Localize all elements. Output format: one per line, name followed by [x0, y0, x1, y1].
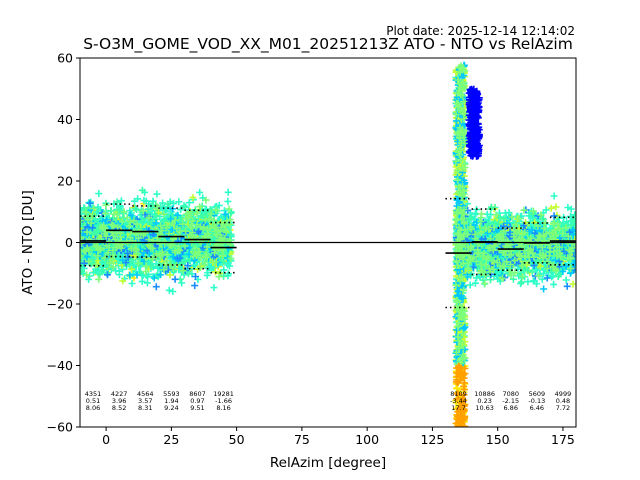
x-tick-label-2: 50 [229, 432, 245, 447]
y-tick-label-5: 40 [57, 112, 73, 127]
x-tick-label-4: 100 [355, 432, 379, 447]
y-tick-label-6: 60 [57, 51, 73, 66]
bin-std-label-6: 17.7 [451, 404, 465, 412]
y-axis-label: ATO - NTO [DU] [20, 190, 36, 295]
bin-mean-label-4: 0.97 [190, 397, 204, 405]
x-tick-label-3: 75 [294, 432, 310, 447]
chart-title: S-O3M_GOME_VOD_XX_M01_20251213Z ATO - NT… [83, 35, 573, 54]
bin-count-1: 4227 [111, 390, 128, 398]
bin-mean-label-0: 0.51 [86, 397, 100, 405]
x-axis-label: RelAzim [degree] [270, 455, 386, 471]
scatter-series-8 [465, 85, 483, 160]
bin-mean-label-1: 3.96 [112, 397, 126, 405]
y-tick-label-1: −40 [47, 358, 73, 373]
bin-std-label-5: 8.16 [216, 404, 230, 412]
bin-std-label-2: 8.31 [138, 404, 152, 412]
x-tick-label-0: 0 [102, 432, 110, 447]
bin-count-3: 5593 [163, 390, 180, 398]
bin-std-label-10: 7.72 [556, 404, 570, 412]
bin-std-label-7: 10.63 [475, 404, 494, 412]
bin-count-4: 8607 [189, 390, 206, 398]
x-tick-label-6: 150 [486, 432, 510, 447]
bin-mean-label-5: -1.66 [215, 397, 232, 405]
bin-count-5: 19281 [213, 390, 234, 398]
y-tick-label-3: 0 [65, 235, 73, 250]
data-layer [80, 61, 576, 427]
bin-std-label-4: 9.51 [190, 404, 204, 412]
bin-mean-label-6: -3.44 [450, 397, 467, 405]
plot-date: Plot date: 2025-12-14 12:14:02 [386, 24, 575, 38]
y-tick-label-2: −20 [47, 297, 73, 312]
bin-mean-label-3: 1.94 [164, 397, 178, 405]
y-tick-label-4: 20 [57, 174, 73, 189]
bin-std-label-8: 6.86 [503, 404, 517, 412]
bin-count-10: 4999 [555, 390, 572, 398]
bin-count-8: 7080 [502, 390, 519, 398]
bin-mean-label-10: 0.48 [556, 397, 570, 405]
bin-count-9: 5609 [529, 390, 546, 398]
bin-count-7: 10886 [474, 390, 495, 398]
bin-mean-label-7: 0.23 [477, 397, 491, 405]
bin-count-0: 4351 [85, 390, 102, 398]
scatter-series-7 [452, 362, 469, 427]
bin-count-2: 4564 [137, 390, 154, 398]
bin-mean-label-8: -2.15 [502, 397, 519, 405]
scatter-series-6 [80, 62, 576, 369]
bin-std-label-9: 6.46 [530, 404, 544, 412]
bin-std-label-1: 8.52 [112, 404, 126, 412]
bin-std-label-0: 8.06 [86, 404, 100, 412]
bin-mean-label-2: 3.57 [138, 397, 152, 405]
x-tick-label-7: 175 [551, 432, 575, 447]
y-tick-label-0: −60 [47, 420, 73, 435]
bin-std-label-3: 9.24 [164, 404, 178, 412]
bin-count-6: 8109 [450, 390, 467, 398]
bin-mean-label-9: -0.13 [528, 397, 545, 405]
x-tick-label-5: 125 [420, 432, 444, 447]
x-tick-label-1: 25 [163, 432, 179, 447]
